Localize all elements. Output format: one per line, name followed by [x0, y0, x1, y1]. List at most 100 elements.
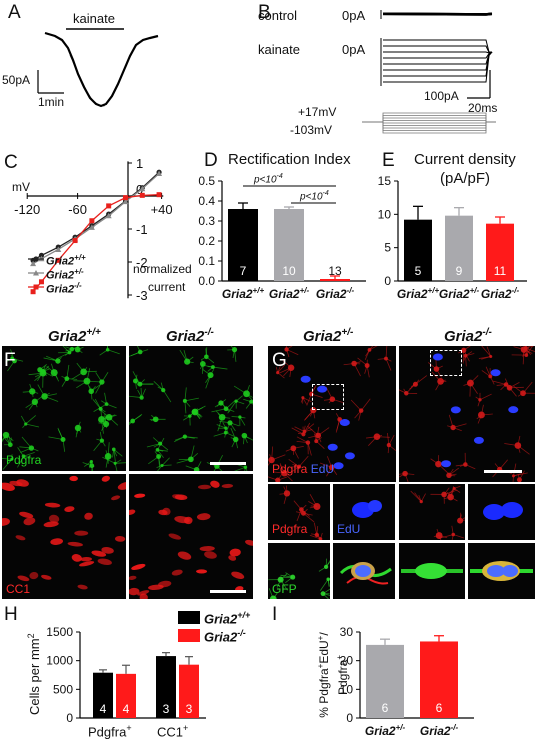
iv-point: [156, 192, 162, 198]
cell-process: [28, 372, 44, 376]
cell-process: [152, 437, 161, 444]
cell: [114, 535, 126, 542]
panel-i-ylabel: % Pdgfra+EdU+/Pdgfra+: [316, 632, 350, 718]
cell-process: [150, 418, 156, 421]
cell-process: [303, 425, 306, 435]
cell: [204, 551, 217, 559]
cell-process: [2, 434, 7, 441]
iv-point: [139, 185, 146, 192]
cell-process: [478, 356, 491, 359]
legend-swatch: [178, 611, 200, 624]
cell-process: [99, 349, 108, 356]
cell-process: [291, 427, 304, 435]
cell-process: [286, 349, 299, 356]
cell-process: [216, 424, 227, 429]
cell-process: [231, 416, 240, 418]
cell-process: [284, 472, 293, 482]
cell-process: [280, 579, 288, 591]
cell-body: [384, 356, 388, 361]
cell-process: [452, 427, 462, 432]
cell-process: [230, 427, 237, 440]
cell-process: [39, 369, 54, 377]
cell-process: [462, 350, 465, 364]
cell-process: [289, 367, 292, 378]
cell-process: [279, 492, 288, 495]
y-tick-label: 500: [53, 682, 73, 696]
iv-point: [55, 246, 62, 252]
cell-process: [309, 506, 318, 509]
rectification-chart: 0.0 0.1 0.2 0.3 0.4 0.5 7 Gria2+/+ 10 Gria2+/- 13 G…: [198, 174, 366, 301]
cell-process: [385, 358, 392, 362]
cell-process: [316, 526, 319, 535]
cell-process: [477, 414, 482, 424]
cell-process: [115, 462, 126, 464]
panel-f-cc1-label: CC1: [6, 582, 31, 596]
bar-n-label: 6: [436, 701, 443, 715]
y-tick-label: 0.2: [198, 234, 215, 248]
cell-process: [306, 393, 312, 406]
iv-legend-2: Gria2+/-: [46, 267, 84, 282]
cell-process: [113, 449, 123, 457]
kainate-trace: [383, 51, 493, 83]
inset-ko-pdgfra-cells: [410, 485, 465, 540]
cell-process: [436, 365, 443, 370]
cell-process: [140, 349, 149, 353]
cell-process: [137, 389, 142, 398]
cell-process: [277, 364, 286, 373]
iv-point: [122, 195, 128, 201]
cell-process: [459, 517, 465, 521]
cell-process: [250, 401, 253, 405]
cell-process: [272, 592, 279, 599]
cell: [137, 590, 150, 596]
cell-process: [311, 533, 317, 536]
cell-process: [95, 381, 103, 394]
cell-process: [31, 391, 34, 398]
cell-process: [459, 464, 466, 467]
inset-het-pdgfra-cells: [279, 485, 323, 540]
cell-process: [196, 469, 200, 471]
cell-process: [196, 461, 202, 470]
cell-process: [107, 349, 120, 355]
cell-process: [234, 349, 237, 362]
cell-process: [525, 346, 535, 349]
cell: [29, 571, 39, 580]
cell-process: [325, 386, 333, 400]
iv-legend-1: Gria2+/+: [46, 253, 86, 268]
cell-process: [101, 419, 108, 429]
cell-process: [161, 457, 170, 466]
cell-body: [98, 416, 105, 423]
iv-point: [88, 224, 95, 230]
control-trace: [382, 14, 493, 16]
cell-process: [517, 435, 521, 446]
cell-process: [244, 467, 246, 471]
cell: [197, 484, 212, 490]
cell-process: [525, 346, 534, 356]
cell-process: [369, 346, 374, 351]
cell-process: [481, 404, 484, 416]
cell-process: [227, 400, 237, 414]
cell-process: [139, 379, 145, 385]
cell-process: [519, 346, 525, 350]
cell: [15, 535, 26, 541]
cell-process: [86, 381, 92, 394]
panel-f-pdgfra-label: Pdgfra: [6, 453, 42, 467]
cell-process: [360, 398, 371, 411]
cell-process: [454, 485, 461, 489]
cell-process: [17, 456, 24, 468]
inset-het-gfp-cells: [268, 558, 330, 599]
cell-process: [436, 528, 440, 536]
cell: [129, 575, 137, 581]
cell-process: [317, 435, 322, 443]
panel-g-col1-header: Gria2+/-: [303, 327, 354, 345]
cell-process: [525, 346, 530, 356]
cell-process: [332, 398, 345, 404]
cell: [79, 561, 95, 567]
cell-process: [277, 372, 285, 379]
cell-process: [513, 463, 517, 476]
cell-process: [302, 397, 312, 403]
cell-process: [463, 350, 470, 362]
cell-process: [107, 346, 109, 350]
inset-ko-edu: [468, 484, 535, 540]
cell-process: [173, 436, 186, 443]
cell: [134, 493, 146, 498]
